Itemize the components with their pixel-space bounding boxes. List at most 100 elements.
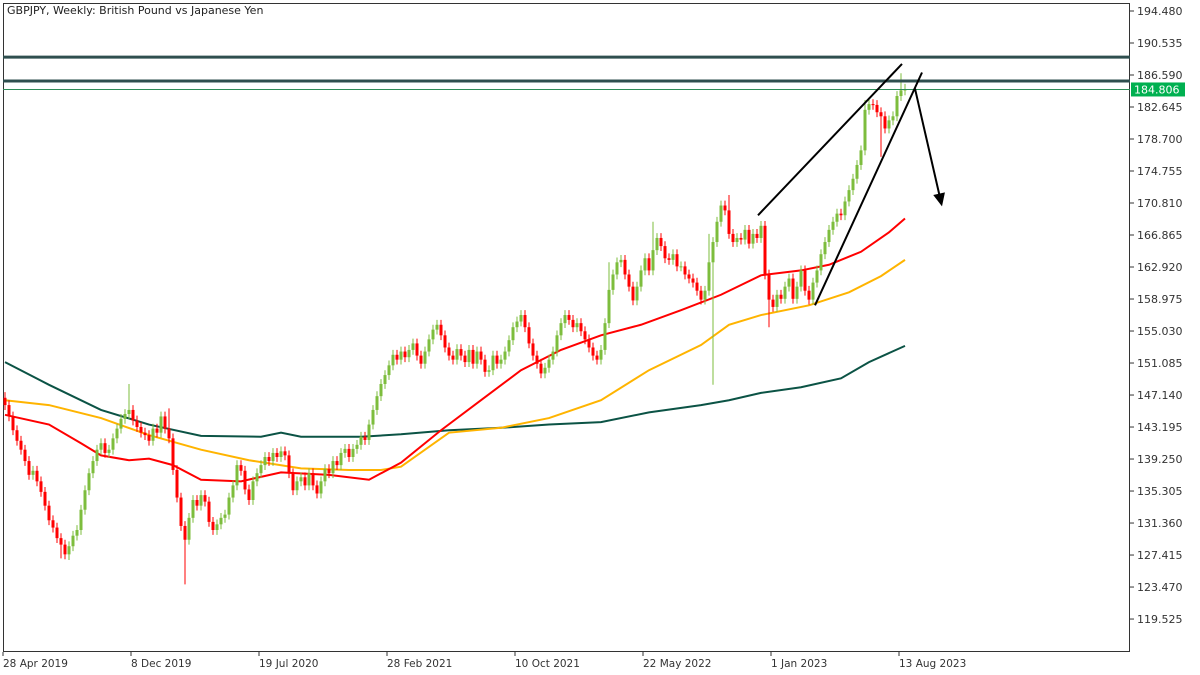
bear-candle xyxy=(239,465,243,471)
x-tick-label: 28 Feb 2021 xyxy=(387,658,452,670)
bull-candle xyxy=(307,473,311,486)
bear-candle xyxy=(139,426,143,433)
bear-candle xyxy=(535,355,539,364)
bull-candle xyxy=(671,254,675,260)
bull-candle xyxy=(651,250,655,271)
y-tick-label: 139.250 xyxy=(1137,453,1183,466)
bear-candle xyxy=(315,485,319,494)
bull-candle xyxy=(263,456,267,466)
x-tick-label: 28 Apr 2019 xyxy=(3,658,68,670)
bear-candle xyxy=(419,355,423,364)
y-tick-label: 131.360 xyxy=(1137,517,1183,530)
bull-candle xyxy=(391,354,395,366)
bull-candle xyxy=(787,278,791,287)
y-tick-label: 166.865 xyxy=(1137,229,1183,242)
bull-candle xyxy=(703,290,707,300)
bear-candle xyxy=(755,233,759,238)
bull-candle xyxy=(75,530,79,536)
bull-candle xyxy=(351,448,355,457)
moving-average-line xyxy=(4,344,906,438)
bull-candle xyxy=(823,242,827,255)
bull-candle xyxy=(423,351,427,364)
bear-candle xyxy=(447,347,451,356)
bear-candle xyxy=(495,355,499,364)
bear-candle xyxy=(335,461,339,466)
bear-candle xyxy=(63,544,67,555)
bull-candle xyxy=(639,270,643,287)
bull-candle xyxy=(431,329,435,340)
bear-candle xyxy=(531,343,535,356)
bear-candle xyxy=(731,233,735,243)
bull-candle xyxy=(827,229,831,243)
x-tick-label: 19 Jul 2020 xyxy=(259,658,318,670)
bull-candle xyxy=(367,424,371,440)
y-tick-label: 127.415 xyxy=(1137,549,1183,562)
bear-candle xyxy=(311,473,315,486)
bull-candle xyxy=(491,355,495,371)
bear-candle xyxy=(59,538,63,545)
bear-candle xyxy=(15,430,19,441)
bull-candle xyxy=(83,490,87,510)
bull-candle xyxy=(219,517,223,525)
bear-candle xyxy=(623,259,627,275)
bull-candle xyxy=(751,233,755,244)
bear-candle xyxy=(291,473,295,491)
y-tick-label: 155.030 xyxy=(1137,325,1183,338)
bear-candle xyxy=(779,294,783,299)
bull-candle xyxy=(815,270,819,283)
bear-candle xyxy=(459,349,463,356)
bear-candle xyxy=(667,258,671,260)
bull-candle xyxy=(735,237,739,243)
bull-candle xyxy=(655,237,659,251)
bear-candle xyxy=(19,440,23,450)
bear-candle xyxy=(283,451,287,456)
bear-candle xyxy=(439,324,443,336)
bull-candle xyxy=(271,452,275,462)
current-price-tag xyxy=(1131,82,1185,97)
y-tick-label: 190.535 xyxy=(1137,37,1183,50)
chart-title: GBPJPY, Weekly: British Pound vs Japanes… xyxy=(7,4,264,17)
bear-candle xyxy=(51,520,55,528)
bull-candle xyxy=(119,418,123,429)
bull-candle xyxy=(707,262,711,291)
bull-candle xyxy=(67,546,71,555)
bear-candle xyxy=(143,432,147,436)
bull-candle xyxy=(259,465,263,474)
bull-candle xyxy=(99,443,103,450)
bull-candle xyxy=(599,349,603,360)
y-tick-label: 143.195 xyxy=(1137,421,1183,434)
bull-candle xyxy=(159,416,163,433)
bear-candle xyxy=(347,448,351,457)
bear-candle xyxy=(247,489,251,500)
bull-candle xyxy=(551,351,555,360)
bear-candle xyxy=(47,505,51,521)
bear-candle xyxy=(627,274,631,287)
bull-candle xyxy=(87,473,91,491)
bull-candle xyxy=(519,315,523,322)
bull-candle xyxy=(359,436,363,445)
bear-candle xyxy=(483,359,487,372)
bull-candle xyxy=(507,340,511,352)
bull-candle xyxy=(71,535,75,547)
bull-candle xyxy=(887,120,891,129)
bull-candle xyxy=(191,499,195,518)
bull-candle xyxy=(279,451,283,457)
bear-candle xyxy=(539,363,543,374)
bear-candle xyxy=(763,225,767,275)
bear-candle xyxy=(807,290,811,300)
bull-candle xyxy=(223,514,227,518)
bull-candle xyxy=(111,438,115,450)
bear-candle xyxy=(663,246,667,259)
bear-candle xyxy=(803,270,807,291)
y-tick-label: 170.810 xyxy=(1137,197,1183,210)
bull-candle xyxy=(615,262,619,275)
bear-candle xyxy=(3,397,7,406)
bull-candle xyxy=(607,289,611,324)
bull-candle xyxy=(619,259,623,263)
bull-candle xyxy=(455,349,459,360)
bear-candle xyxy=(211,521,215,531)
bear-candle xyxy=(691,278,695,283)
bull-candle xyxy=(375,396,379,410)
bear-candle xyxy=(683,266,687,275)
